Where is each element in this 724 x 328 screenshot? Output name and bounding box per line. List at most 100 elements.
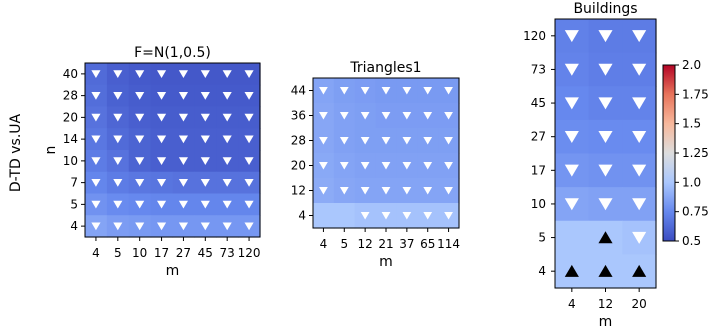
marker-down-triangle bbox=[319, 136, 328, 145]
marker-down-triangle bbox=[444, 111, 453, 120]
marker-down-triangle bbox=[91, 113, 101, 122]
x-tick-label: 12 bbox=[598, 297, 613, 311]
marker-down-triangle bbox=[319, 186, 328, 195]
marker-down-triangle bbox=[244, 157, 254, 165]
x-tick-label: 17 bbox=[154, 246, 169, 260]
marker-down-triangle bbox=[200, 178, 210, 187]
marker-down-triangle bbox=[135, 200, 145, 209]
marker-down-triangle bbox=[222, 113, 232, 122]
marker-down-triangle bbox=[222, 200, 232, 209]
marker-down-triangle bbox=[244, 178, 254, 187]
y-tick-label: 5 bbox=[70, 197, 78, 211]
marker-down-triangle bbox=[564, 97, 579, 110]
marker-down-triangle bbox=[360, 161, 370, 170]
marker-down-triangle bbox=[156, 70, 167, 78]
marker-down-triangle bbox=[339, 186, 349, 195]
marker-down-triangle bbox=[178, 200, 189, 209]
marker-down-triangle bbox=[423, 86, 433, 95]
heatmap-panels: F=N(1,0.5)4 5 10 17 27 45 73 1204028201410754mn… bbox=[43, 1, 657, 328]
marker-down-triangle bbox=[91, 200, 101, 209]
y-tick-label: 40 bbox=[63, 67, 78, 81]
marker-down-triangle bbox=[598, 131, 613, 144]
marker-down-triangle bbox=[113, 222, 123, 231]
marker-down-triangle bbox=[178, 70, 189, 78]
marker-down-triangle bbox=[402, 161, 412, 170]
y-tick-label: 7 bbox=[70, 176, 78, 190]
x-axis-label: m bbox=[379, 254, 393, 270]
marker-down-triangle bbox=[402, 211, 412, 220]
marker-down-triangle bbox=[113, 135, 123, 144]
marker-down-triangle bbox=[402, 186, 412, 195]
y-tick-label: 20 bbox=[291, 159, 306, 173]
x-tick-label: 27 bbox=[176, 246, 191, 260]
colorbar-tick-label: 1.5 bbox=[682, 117, 701, 131]
marker-down-triangle bbox=[360, 111, 370, 120]
marker-down-triangle bbox=[319, 161, 328, 170]
marker-down-triangle bbox=[598, 63, 613, 76]
marker-down-triangle bbox=[200, 222, 210, 231]
x-tick-label: 37 bbox=[399, 237, 414, 251]
marker-down-triangle bbox=[135, 70, 145, 78]
panel-title: Buildings bbox=[573, 1, 637, 17]
marker-down-triangle bbox=[113, 70, 123, 78]
marker-down-triangle bbox=[632, 131, 647, 144]
y-tick-label: 73 bbox=[531, 62, 546, 76]
marker-down-triangle bbox=[91, 70, 101, 78]
marker-down-triangle bbox=[178, 222, 189, 231]
marker-down-triangle bbox=[632, 97, 647, 110]
y-tick-label: 4 bbox=[538, 264, 546, 278]
row-label: D-TD vs.UA bbox=[8, 113, 24, 192]
marker-up-triangle bbox=[598, 231, 613, 244]
y-axis-label: n bbox=[43, 146, 59, 155]
marker-down-triangle bbox=[178, 113, 189, 122]
x-tick-label: 45 bbox=[198, 246, 213, 260]
marker-down-triangle bbox=[156, 222, 167, 231]
x-tick-label: 21 bbox=[378, 237, 393, 251]
marker-down-triangle bbox=[598, 164, 613, 177]
marker-down-triangle bbox=[135, 135, 145, 144]
panel-title: F=N(1,0.5) bbox=[134, 45, 211, 61]
marker-down-triangle bbox=[423, 161, 433, 170]
heatmap-cell bbox=[555, 220, 590, 255]
marker-down-triangle bbox=[178, 135, 189, 144]
y-tick-label: 27 bbox=[531, 130, 546, 144]
marker-down-triangle bbox=[444, 161, 453, 170]
marker-down-triangle bbox=[244, 135, 254, 144]
marker-down-triangle bbox=[360, 86, 370, 95]
marker-down-triangle bbox=[156, 200, 167, 209]
marker-down-triangle bbox=[244, 222, 254, 231]
marker-down-triangle bbox=[222, 157, 232, 165]
marker-down-triangle bbox=[402, 111, 412, 120]
marker-down-triangle bbox=[319, 86, 328, 95]
marker-down-triangle bbox=[156, 135, 167, 144]
marker-down-triangle bbox=[598, 198, 613, 211]
y-tick-label: 20 bbox=[63, 110, 78, 124]
colorbar-tick-label: 0.5 bbox=[682, 234, 701, 248]
colorbar-gradient bbox=[662, 64, 676, 242]
marker-down-triangle bbox=[135, 222, 145, 231]
marker-down-triangle bbox=[423, 186, 433, 195]
marker-down-triangle bbox=[381, 211, 391, 220]
marker-down-triangle bbox=[222, 91, 232, 100]
colorbar-tick-label: 1.25 bbox=[682, 146, 709, 160]
marker-down-triangle bbox=[444, 136, 453, 145]
marker-down-triangle bbox=[91, 91, 101, 100]
marker-down-triangle bbox=[360, 136, 370, 145]
marker-down-triangle bbox=[381, 111, 391, 120]
x-tick-label: 73 bbox=[220, 246, 235, 260]
marker-down-triangle bbox=[360, 211, 370, 220]
x-tick-label: 114 bbox=[437, 237, 460, 251]
marker-down-triangle bbox=[178, 178, 189, 187]
panel-title: Triangles1 bbox=[349, 60, 421, 76]
marker-down-triangle bbox=[339, 136, 349, 145]
x-tick-label: 5 bbox=[114, 246, 122, 260]
marker-down-triangle bbox=[381, 161, 391, 170]
marker-down-triangle bbox=[222, 178, 232, 187]
marker-down-triangle bbox=[632, 198, 647, 211]
y-tick-label: 10 bbox=[531, 197, 546, 211]
marker-down-triangle bbox=[402, 86, 412, 95]
marker-down-triangle bbox=[564, 164, 579, 177]
marker-down-triangle bbox=[423, 211, 433, 220]
x-tick-label: 65 bbox=[420, 237, 435, 251]
